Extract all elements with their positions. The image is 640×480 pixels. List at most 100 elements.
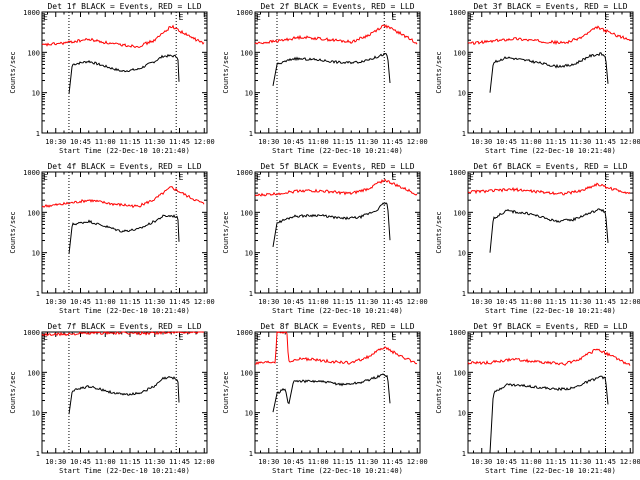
x-tick-label: 11:30 <box>357 298 378 306</box>
y-tick-label: 100 <box>453 209 466 217</box>
y-tick-label: 1000 <box>449 329 466 337</box>
lld-series-line <box>41 330 205 337</box>
y-tick-label: 1 <box>462 290 466 298</box>
x-tick-label: 11:30 <box>570 298 591 306</box>
y-tick-label: 1 <box>462 130 466 138</box>
y-tick-label: 10 <box>458 90 466 98</box>
plot-frame <box>467 171 634 294</box>
x-tick-label: 11:00 <box>95 458 116 466</box>
plot-title: Det 2f BLACK = Events, RED = LLD <box>260 2 414 11</box>
x-tick-label: 11:30 <box>570 138 591 146</box>
edge-marker-right: E <box>179 13 184 22</box>
plot-frame <box>467 11 634 134</box>
y-tick-label: 1 <box>249 450 253 458</box>
x-tick-label: 11:30 <box>357 458 378 466</box>
detector-7f-plot: Det 7f BLACK = Events, RED = LLD 1 10 100 10… <box>9 322 215 475</box>
y-tick-label: 1000 <box>449 9 466 17</box>
edge-marker-left: E <box>43 333 48 342</box>
y-tick-label: 1000 <box>23 329 40 337</box>
lld-series-line <box>467 348 631 366</box>
x-tick-label: 10:30 <box>45 138 66 146</box>
y-tick-label: 1 <box>36 130 40 138</box>
plot-frame <box>254 331 421 454</box>
x-tick-label: 10:45 <box>283 138 304 146</box>
edge-marker-left: E <box>43 13 48 22</box>
x-tick-label: 10:30 <box>258 458 279 466</box>
events-series-line <box>272 202 391 247</box>
y-tick-label: 1000 <box>236 9 253 17</box>
events-series-line <box>489 52 609 93</box>
plot-frame <box>254 171 421 294</box>
y-axis-label: Counts/sec <box>9 371 17 413</box>
plot-title: Det 5f BLACK = Events, RED = LLD <box>260 162 414 171</box>
plot-frame <box>41 11 208 134</box>
y-axis-label: Counts/sec <box>435 211 443 253</box>
y-tick-label: 100 <box>27 49 40 57</box>
detector-6f-plot: Det 6f BLACK = Events, RED = LLD 1 10 100 10… <box>435 162 640 315</box>
x-axis-label: Start Time (22-Dec-10 10:21:40) <box>272 307 403 315</box>
x-axis-label: Start Time (22-Dec-10 10:21:40) <box>272 147 403 155</box>
edge-marker-right: E <box>392 173 397 182</box>
y-axis-label: Counts/sec <box>222 211 230 253</box>
lld-series-line <box>254 331 418 365</box>
x-tick-label: 11:45 <box>382 298 403 306</box>
x-tick-label: 11:00 <box>521 138 542 146</box>
x-tick-label: 11:00 <box>521 298 542 306</box>
x-tick-label: 11:45 <box>595 298 616 306</box>
x-axis-label: Start Time (22-Dec-10 10:21:40) <box>59 467 190 475</box>
x-tick-label: 10:45 <box>70 298 91 306</box>
x-tick-label: 11:00 <box>308 458 329 466</box>
detector-1f-plot: Det 1f BLACK = Events, RED = LLD 1 10 100 10… <box>9 2 215 155</box>
y-axis-label: Counts/sec <box>435 371 443 413</box>
x-axis-label: Start Time (22-Dec-10 10:21:40) <box>485 467 616 475</box>
x-tick-label: 10:30 <box>45 298 66 306</box>
x-tick-label: 11:15 <box>332 298 353 306</box>
plot-frame <box>467 331 634 454</box>
x-tick-label: 12:00 <box>407 138 428 146</box>
plot-title: Det 6f BLACK = Events, RED = LLD <box>473 162 627 171</box>
x-tick-label: 12:00 <box>407 458 428 466</box>
detector-9f-plot: Det 9f BLACK = Events, RED = LLD 1 10 100 10… <box>435 322 640 475</box>
plot-title: Det 7f BLACK = Events, RED = LLD <box>47 322 201 331</box>
x-tick-label: 11:15 <box>119 298 140 306</box>
plot-frame <box>41 331 208 454</box>
plot-title: Det 9f BLACK = Events, RED = LLD <box>473 322 627 331</box>
detector-4f-plot: Det 4f BLACK = Events, RED = LLD 1 10 100 10… <box>9 162 215 315</box>
events-series-line <box>272 52 391 86</box>
y-axis-label: Counts/sec <box>222 51 230 93</box>
edge-marker-right: E <box>179 173 184 182</box>
x-tick-label: 11:15 <box>332 458 353 466</box>
lld-series-line <box>41 24 205 49</box>
x-tick-label: 10:30 <box>258 138 279 146</box>
x-tick-label: 11:15 <box>545 298 566 306</box>
lld-series-line <box>467 182 631 196</box>
x-tick-label: 10:30 <box>258 298 279 306</box>
events-series-line <box>68 53 180 95</box>
x-tick-label: 10:45 <box>496 298 517 306</box>
plot-frame <box>41 171 208 294</box>
x-tick-label: 11:30 <box>144 298 165 306</box>
x-axis-label: Start Time (22-Dec-10 10:21:40) <box>59 147 190 155</box>
plot-title: Det 4f BLACK = Events, RED = LLD <box>47 162 201 171</box>
events-series-line <box>68 214 180 255</box>
x-axis-label: Start Time (22-Dec-10 10:21:40) <box>485 307 616 315</box>
x-tick-label: 11:30 <box>357 138 378 146</box>
edge-marker-left: E <box>256 333 261 342</box>
x-tick-label: 11:30 <box>570 458 591 466</box>
y-tick-label: 10 <box>245 250 253 258</box>
x-tick-label: 12:00 <box>194 138 215 146</box>
y-axis-label: Counts/sec <box>435 51 443 93</box>
events-series-line <box>272 373 391 413</box>
edge-marker-left: E <box>256 173 261 182</box>
x-tick-label: 10:30 <box>471 138 492 146</box>
y-tick-label: 10 <box>458 410 466 418</box>
x-tick-label: 12:00 <box>194 458 215 466</box>
y-tick-label: 100 <box>27 209 40 217</box>
y-axis-label: Counts/sec <box>9 211 17 253</box>
events-series-line <box>489 208 609 253</box>
y-tick-label: 100 <box>453 369 466 377</box>
x-tick-label: 10:30 <box>45 458 66 466</box>
edge-marker-right: E <box>605 13 610 22</box>
x-tick-label: 12:00 <box>620 458 640 466</box>
y-tick-label: 1000 <box>236 169 253 177</box>
